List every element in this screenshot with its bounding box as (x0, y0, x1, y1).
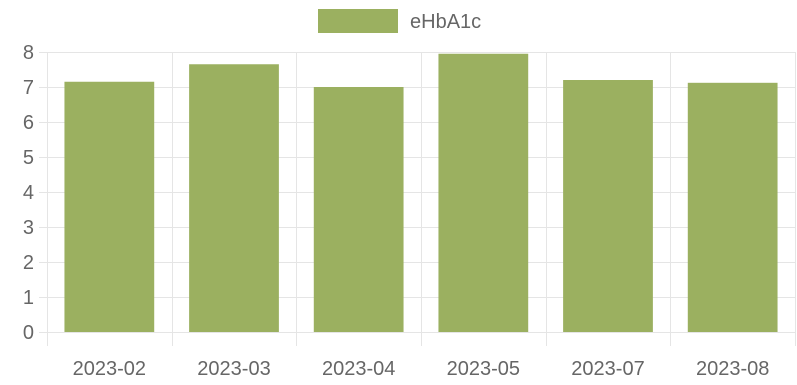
y-tick-label: 4 (23, 182, 34, 204)
legend-label: eHbA1c (410, 11, 481, 33)
bar-2023-03[interactable] (189, 64, 279, 332)
x-tick-label: 2023-03 (197, 358, 270, 380)
y-tick-label: 3 (23, 217, 34, 239)
legend[interactable]: eHbA1c (318, 9, 481, 33)
y-tick-label: 1 (23, 287, 34, 309)
x-axis-ticks: 2023-02 2023-03 2023-04 2023-05 2023-07 2023-… (73, 358, 770, 380)
x-tick-label: 2023-07 (571, 358, 644, 380)
x-tick-label: 2023-05 (447, 358, 520, 380)
bar-2023-08[interactable] (687, 82, 778, 332)
x-tick-label: 2023-02 (73, 358, 146, 380)
y-tick-label: 2 (23, 252, 34, 274)
y-tick-label: 6 (23, 112, 34, 134)
bar-2023-05[interactable] (438, 53, 529, 332)
y-tick-label: 0 (23, 322, 34, 344)
y-tick-label: 8 (23, 42, 34, 64)
bar-2023-07[interactable] (563, 80, 653, 332)
bars (64, 53, 778, 332)
x-tick-label: 2023-04 (322, 358, 395, 380)
bar-2023-04[interactable] (313, 87, 404, 332)
grid (39, 52, 796, 346)
legend-swatch (318, 9, 398, 33)
x-tick-label: 2023-08 (696, 358, 769, 380)
y-tick-label: 5 (23, 147, 34, 169)
bar-2023-02[interactable] (64, 81, 155, 332)
y-axis-ticks: 0 1 2 3 4 5 6 7 8 (23, 42, 34, 344)
y-tick-label: 7 (23, 77, 34, 99)
